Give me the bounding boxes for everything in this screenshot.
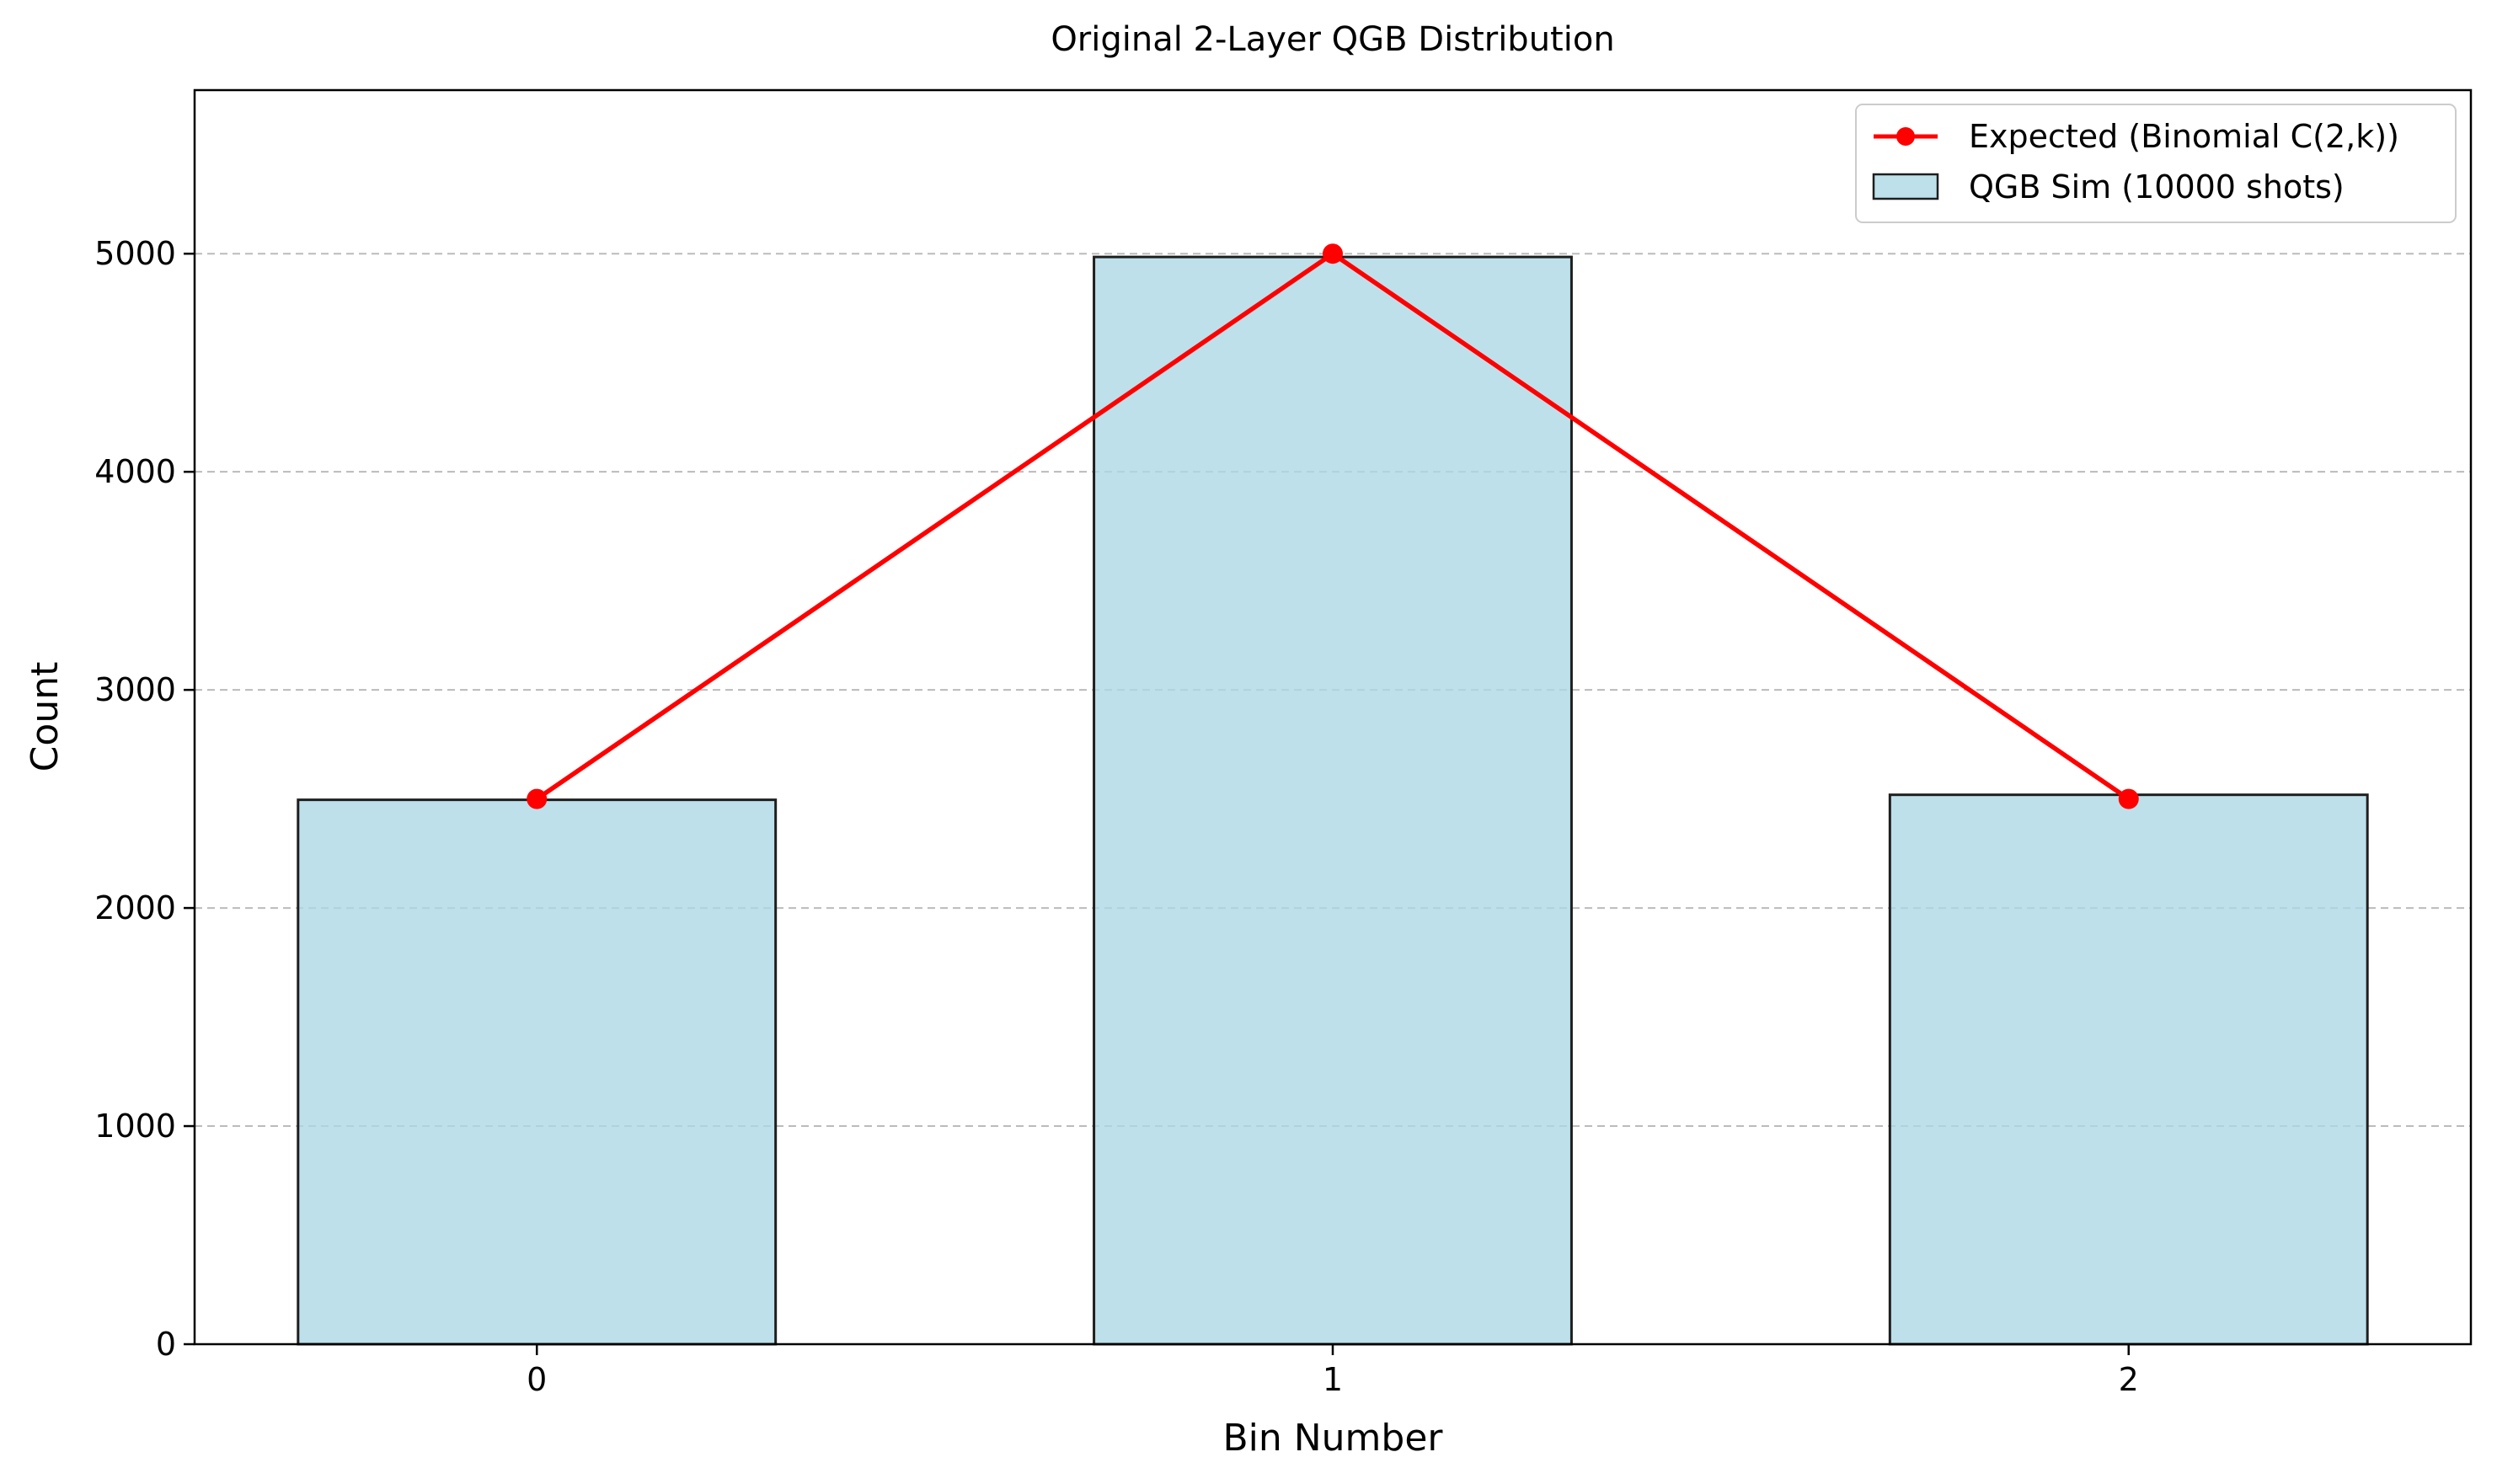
bar-bin-2 [1888,793,2369,1346]
x-axis: 0 1 2 [527,1344,2139,1398]
bar-bin-1 [1093,255,1573,1346]
chart-title: Original 2-Layer QGB Distribution [1051,20,1614,59]
legend-label-sim: QGB Sim (10000 shots) [1969,168,2345,206]
legend: Expected (Binomial C(2,k)) QGB Sim (1000… [1855,104,2457,223]
y-tick-label: 2000 [94,889,176,926]
expected-point-1 [1323,243,1343,264]
bar-bin-0 [297,798,778,1346]
legend-marker-swatch [1896,127,1915,146]
y-axis: 0 1000 2000 3000 4000 5000 [94,235,195,1363]
y-axis-label: Count [24,662,67,772]
bars [297,255,2369,1346]
x-tick-label: 2 [2119,1361,2139,1398]
x-tick-label: 1 [1323,1361,1343,1398]
legend-label-expected: Expected (Binomial C(2,k)) [1969,118,2399,155]
y-tick-label: 4000 [94,453,176,490]
y-tick-label: 3000 [94,671,176,708]
expected-point-2 [2118,788,2139,809]
legend-bar-swatch [1872,173,1939,200]
legend-box [1855,104,2457,223]
expected-point-0 [527,788,548,809]
y-tick-label: 5000 [94,235,176,272]
y-tick-label: 0 [156,1326,176,1363]
y-tick-label: 1000 [94,1108,176,1145]
expected-line-layer [527,243,2139,809]
x-axis-label: Bin Number [1222,1417,1443,1460]
x-tick-label: 0 [527,1361,547,1398]
